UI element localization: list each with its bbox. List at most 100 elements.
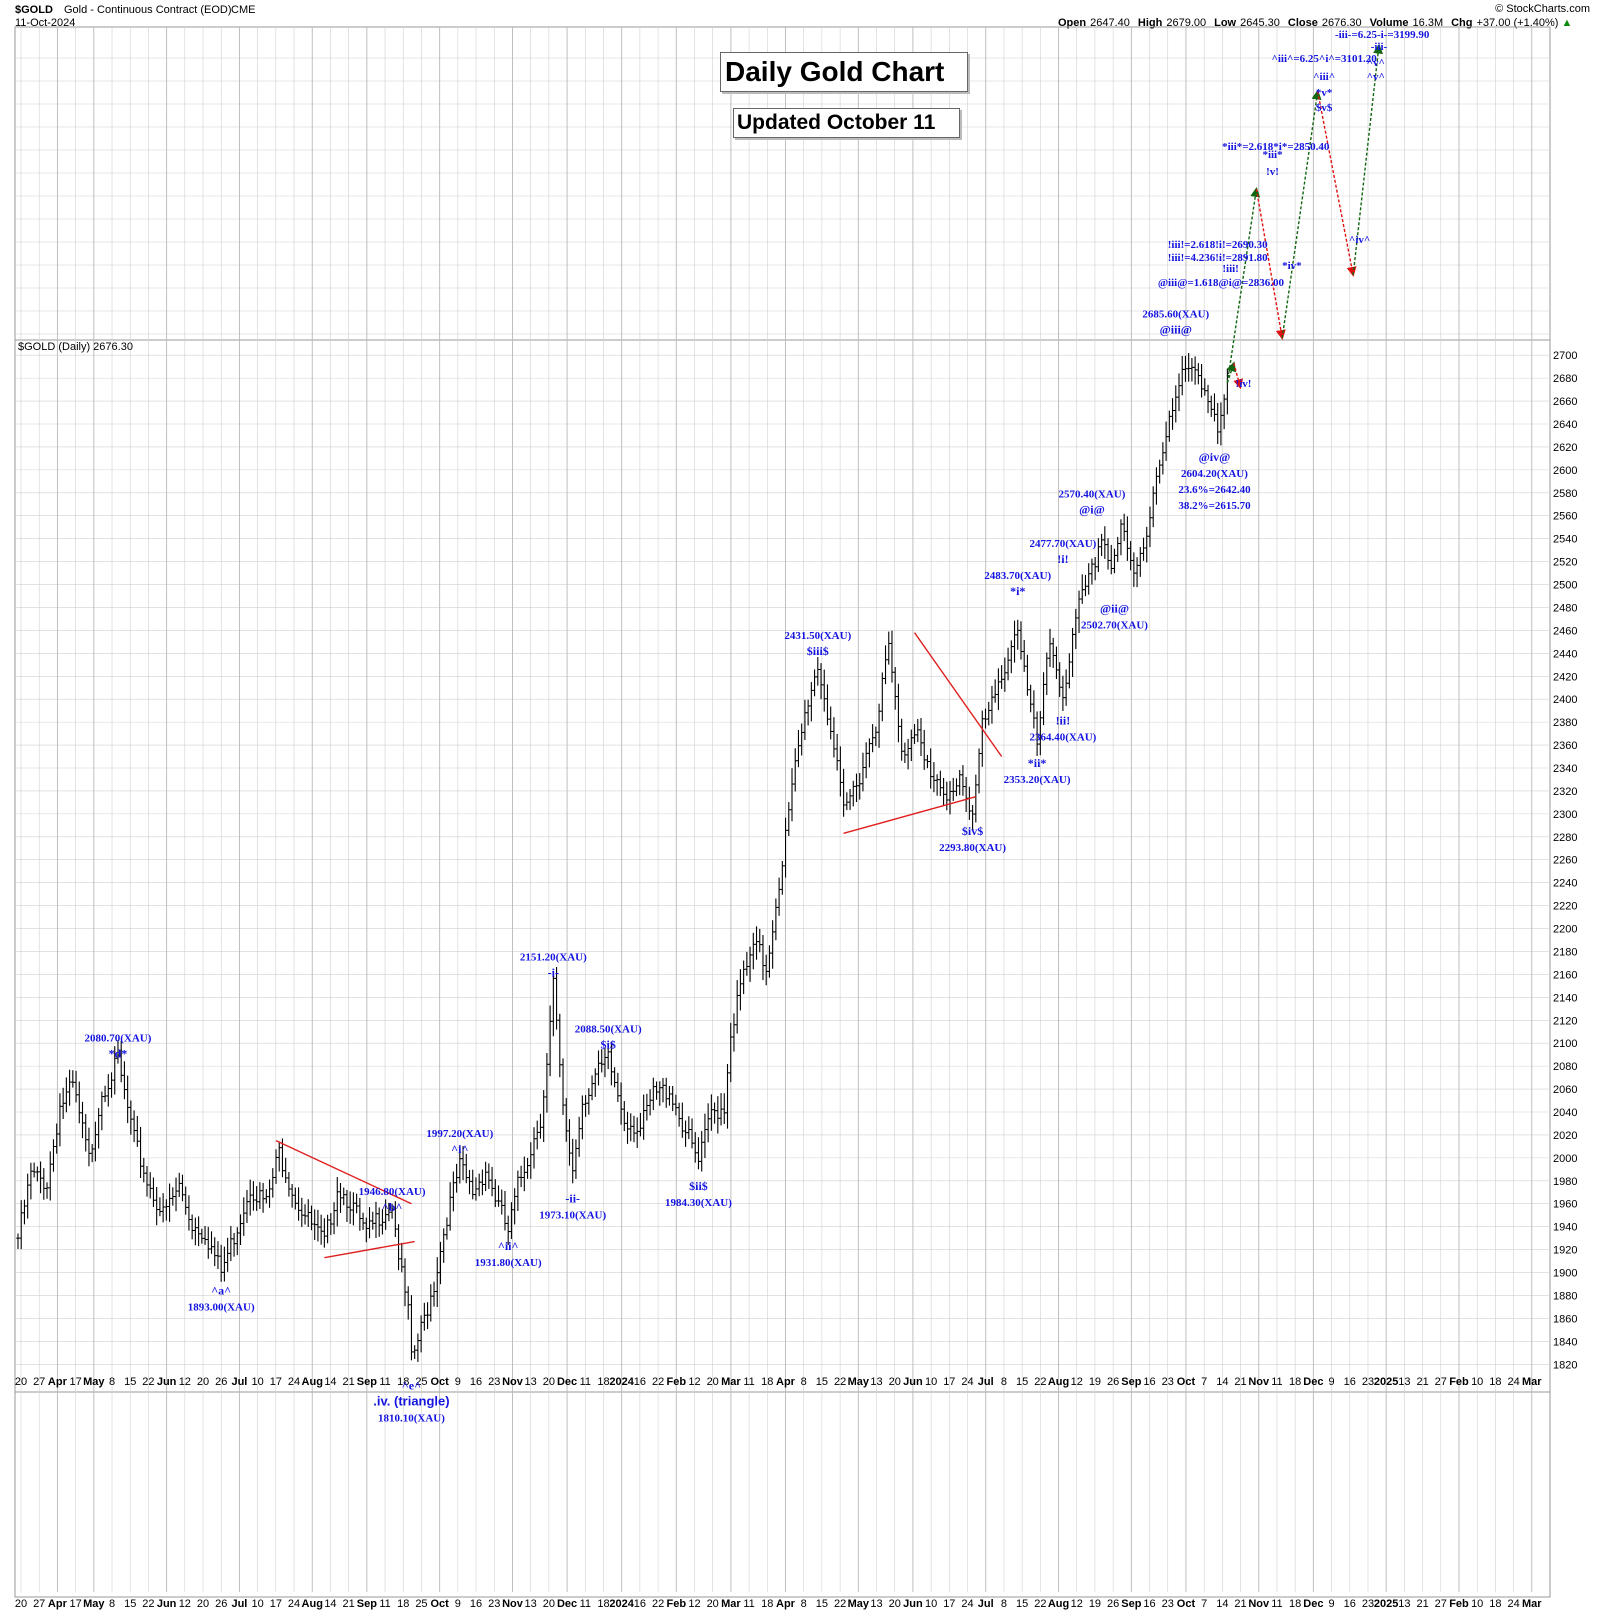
x-tick-label: 16 [1344,1598,1356,1610]
projection-arrow [1226,186,1261,383]
y-tick-label: 2560 [1553,511,1577,523]
lower-panel-frame [14,1391,1551,1598]
y-tick-label: 2320 [1553,786,1577,798]
trendline [843,795,977,835]
x-tick-label: Mar [1522,1376,1542,1388]
x-tick-label: 15 [1016,1598,1028,1610]
y-tick-label: 2360 [1553,740,1577,752]
x-tick-label: Aug [1048,1376,1069,1388]
x-tick-label: 20 [707,1376,719,1388]
x-tick-label: 25 [415,1376,427,1388]
projection-arrow [1233,363,1244,390]
x-tick-label: 26 [215,1376,227,1388]
x-tick-label: May [848,1376,870,1388]
projection-label: *v* [1316,87,1333,99]
projection-label: $v$ [1316,102,1333,114]
x-tick-label: 19 [1089,1598,1101,1610]
projection-arrows [1226,43,1384,390]
close-value: 2676.30 [1322,17,1362,29]
wave-label: 2483.70(XAU) [984,570,1051,582]
plot-frame [14,26,1551,1393]
x-tick-label: 21 [1416,1598,1428,1610]
x-tick-label: 17 [270,1598,282,1610]
wave-label: ^i^ [451,1142,468,1156]
symbol: $GOLD [15,4,53,16]
x-tick-label: 14 [324,1598,336,1610]
y-tick-label: 2160 [1553,969,1577,981]
volume-value: 16.3M [1413,17,1444,29]
x-tick-label: 17 [69,1376,81,1388]
trendlines [275,632,1003,1259]
x-tick-label: Sep [1121,1598,1141,1610]
chart-date: 11-Oct-2024 [15,17,75,29]
x-tick-label: 27 [33,1598,45,1610]
x-tick-label: 12 [688,1376,700,1388]
wave-label: 2364.40(XAU) [1029,732,1096,744]
x-tick-label: Nov [1248,1598,1270,1610]
y-tick-label: 2500 [1553,580,1577,592]
x-tick-label: 20 [543,1598,555,1610]
ohlc-readout: Open 2647.40 High 2679.00 Low 2645.30 Close 267… [1058,17,1572,29]
chg-value: +37.00 (+1.40%) [1477,17,1559,29]
y-tick-label: 2680 [1553,373,1577,385]
y-tick-label: 1860 [1553,1313,1577,1325]
x-axis-lower: 20 27 Apr 17 May 8 15 22 Jun 12 20 26 Jul 10 17 24 Aug 14… [15,1598,1542,1610]
x-tick-label: Jun [157,1376,177,1388]
x-tick-label: 18 [1289,1598,1301,1610]
x-tick-label: 18 [761,1376,773,1388]
x-tick-label: 2024 [609,1598,634,1610]
y-tick-label: 2380 [1553,717,1577,729]
y-tick-label: 2180 [1553,946,1577,958]
x-tick-label: 18 [761,1598,773,1610]
wave-label: @iv@ [1199,450,1231,464]
wave-label: 2685.60(XAU) [1142,308,1209,320]
x-tick-label: Oct [430,1598,449,1610]
y-tick-label: 2460 [1553,625,1577,637]
grid [15,27,1550,1592]
high-label: High [1138,17,1163,29]
x-tick-label: 24 [961,1376,973,1388]
y-tick-label: 1820 [1553,1359,1577,1371]
x-tick-label: May [83,1598,105,1610]
x-tick-label: 2024 [609,1376,634,1388]
x-tick-label: 17 [270,1376,282,1388]
x-tick-label: Jul [978,1376,994,1388]
chart-subtitle: Updated October 11 [733,108,960,138]
wave-label: 2477.70(XAU) [1029,538,1096,550]
x-tick-label: 27 [1435,1598,1447,1610]
x-tick-label: 10 [1471,1376,1483,1388]
wave-label: !i! [1057,552,1068,566]
x-tick-label: Sep [1121,1376,1141,1388]
x-tick-label: 9 [455,1376,461,1388]
projection-label: ^iii^=6.25^i^=3101.20 [1271,53,1377,65]
x-tick-label: Oct [1177,1376,1196,1388]
x-tick-label: 18 [397,1376,409,1388]
y-tick-label: 2480 [1553,602,1577,614]
x-tick-label: 22 [834,1376,846,1388]
x-tick-label: 20 [889,1598,901,1610]
x-tick-label: 20 [543,1376,555,1388]
trendline [913,632,1003,757]
x-tick-label: Aug [302,1598,323,1610]
projection-label: *iii*=2.618*i*=2850.40 [1222,141,1330,153]
projection-label: ^v^ [1367,71,1385,83]
wave-label: 2502.70(XAU) [1081,619,1148,631]
x-tick-label: 18 [1289,1376,1301,1388]
projection-arrow [1226,361,1237,383]
x-tick-label: 13 [1398,1376,1410,1388]
y-tick-label: 2400 [1553,694,1577,706]
x-tick-label: 7 [1201,1598,1207,1610]
x-tick-label: 7 [1201,1376,1207,1388]
x-tick-label: 10 [1471,1598,1483,1610]
x-tick-label: 18 [597,1376,609,1388]
y-tick-label: 2240 [1553,878,1577,890]
wave-label: 2570.40(XAU) [1058,488,1125,500]
x-tick-label: 20 [707,1598,719,1610]
volume-label: Volume [1370,17,1409,29]
wave-label: 2088.50(XAU) [575,1023,642,1035]
wave-label: $iii$ [807,644,829,658]
wave-label: 1946.80(XAU) [359,1186,426,1198]
x-tick-label: 8 [801,1376,807,1388]
y-tick-label: 1880 [1553,1290,1577,1302]
wave-label: @iii@ [1160,322,1192,336]
